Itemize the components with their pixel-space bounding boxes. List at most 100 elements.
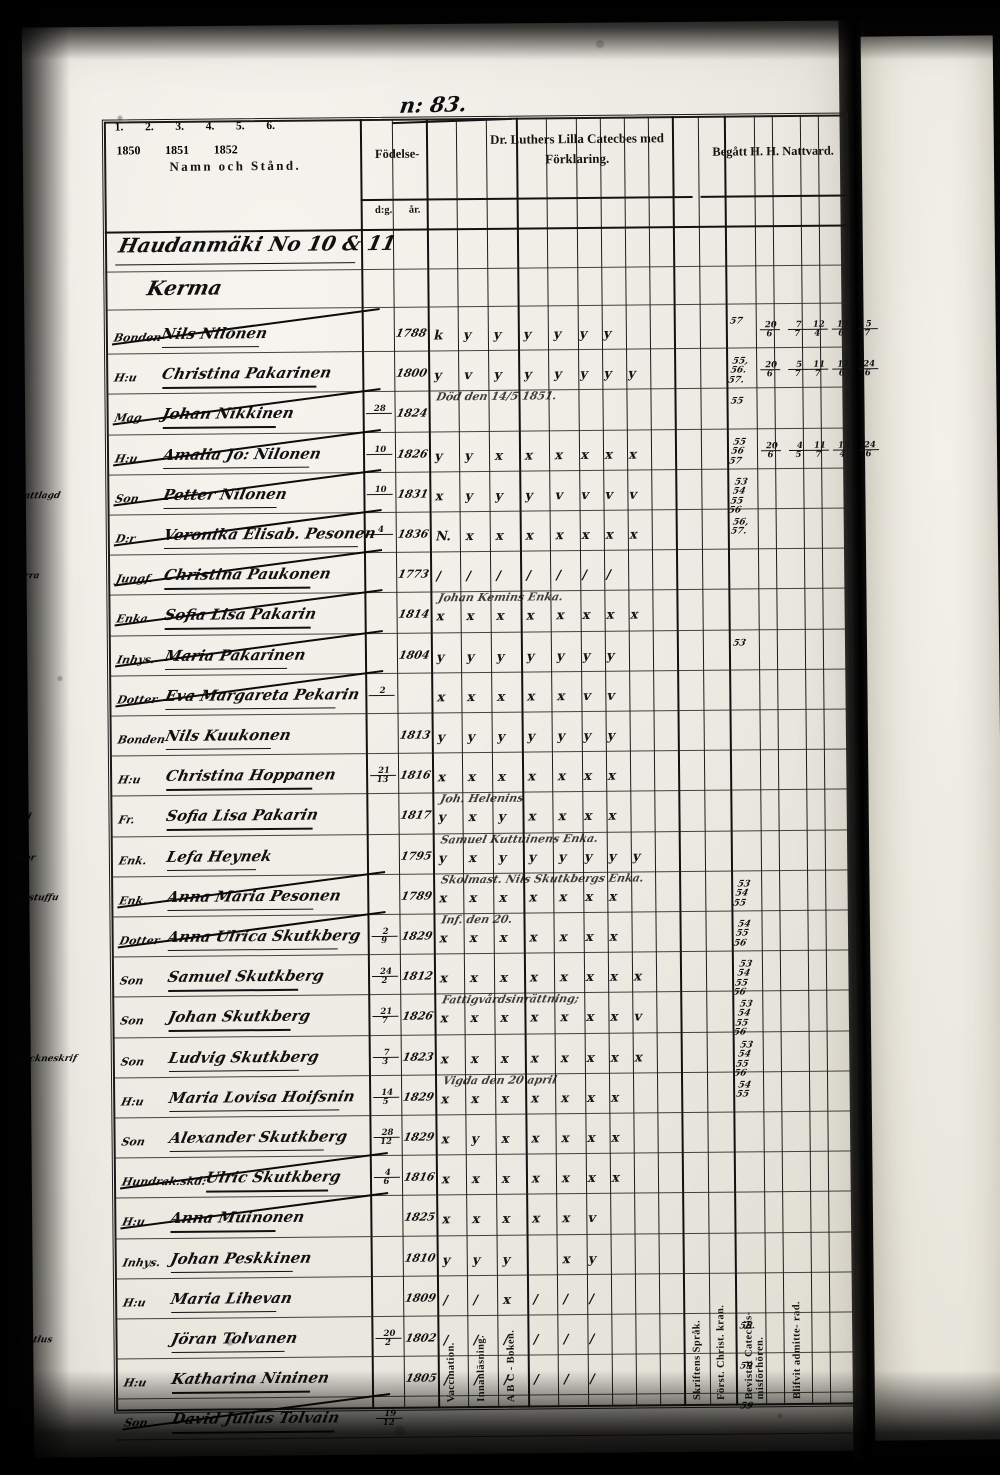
interline-annotation: Död den 14/5 1851. (435, 389, 559, 404)
examination-years-note: 59 (738, 1361, 754, 1372)
birth-year: 1825 (402, 1210, 437, 1225)
interline-annotation: Vigda den 20 april (441, 1073, 558, 1088)
birth-year: 1826 (400, 1009, 435, 1024)
communion-date-fraction: 24 6 (858, 440, 881, 459)
birth-year: 1804 (397, 648, 432, 662)
header-birth-sub: d:g. år. (367, 204, 429, 216)
birth-day-fraction: 10 (366, 485, 395, 495)
catechism-check-mark: N. (434, 529, 453, 545)
birth-year: 1802 (404, 1331, 438, 1345)
birth-year: 1831 (395, 487, 430, 501)
margin-note: mor (13, 852, 37, 864)
header-bevistat-catechismisforhoren: Bevistat Catechis- misförhören. (743, 1311, 767, 1400)
interline-annotation: Inf. den 20. (440, 912, 514, 927)
village-heading: Kerma (144, 275, 225, 301)
birth-year: 1812 (400, 969, 435, 983)
farm-heading: Haudanmäki No 10 & 11 (116, 230, 399, 258)
birth-year: 1813 (398, 728, 432, 742)
birth-year: 1789 (399, 889, 434, 903)
row-name: Katharina Nininen (169, 1368, 332, 1389)
row-name: Jöran Tolvanen (169, 1328, 300, 1349)
communion-date-fraction: 20 6 (760, 441, 783, 460)
birth-year: 1829 (402, 1130, 436, 1144)
birth-year: 1824 (395, 406, 429, 421)
birth-day-fraction: 14 5 (372, 1088, 401, 1107)
row-name: Christina Pakarinen (160, 363, 334, 384)
communion-date-fraction: 12 4 (806, 320, 830, 339)
row-status: H:u (112, 371, 139, 385)
communion-date-fraction: 24 6 (857, 359, 880, 379)
row-name: Nils Nilonen (159, 324, 270, 344)
header-blifvit-admitterad: Blifvit admitte- rad. (791, 1301, 804, 1400)
birth-year: 1829 (400, 929, 434, 943)
communion-date-fraction: 20 6 (759, 360, 782, 379)
birth-year: 1816 (398, 768, 433, 782)
row-name: Ulric Skutkberg (204, 1167, 343, 1187)
row-name: Petter Nilonen (161, 484, 289, 504)
row-name: Maria Lihevan (169, 1288, 295, 1308)
birth-day-fraction: 21 13 (369, 766, 398, 785)
row-status: Fr. (117, 813, 137, 827)
row-name: Maria Lovisa Hoifsnin (167, 1087, 357, 1107)
birth-day-fraction: 2 (368, 686, 397, 696)
communion-date-fraction: 20 6 (758, 320, 782, 339)
interline-annotation: Joh. Helenins (438, 791, 525, 806)
row-status: Enk. (117, 853, 149, 868)
row-status: Son (119, 1014, 146, 1028)
margin-note: Vid (13, 812, 33, 823)
row-name: Maria Pakarinen (162, 645, 308, 665)
birth-day-fraction: 19 12 (375, 1409, 404, 1428)
row-name: Samuel Skutkberg (166, 966, 326, 987)
birth-year: 1817 (399, 808, 433, 823)
examination-years-note: 54 55 (735, 1080, 752, 1100)
row-status: Bonden (116, 733, 167, 747)
examination-years-note: 57 (728, 316, 744, 327)
interline-annotation: Samuel Kuttuinens Enka. (439, 831, 600, 846)
record-table: Namn och Stånd. Födelse- d:g. år. Vaccin… (10, 114, 881, 1441)
birth-year: 1829 (401, 1090, 436, 1104)
row-name: Ludvig Skutkberg (166, 1047, 321, 1067)
header-birth: Födelse- (374, 146, 420, 161)
birth-day-fraction: 4 (367, 525, 395, 536)
birth-year: 1816 (402, 1170, 437, 1184)
birth-day-fraction: 20 2 (374, 1329, 403, 1348)
right-page-paper (860, 35, 1000, 1441)
row-name: Nils Kuukonen (163, 725, 293, 746)
row-name: Sofia Lisa Pakarin (164, 805, 321, 826)
examination-years-note: 58. (738, 1321, 757, 1332)
margin-note: Gatlus (18, 1335, 54, 1346)
communion-date-fraction: 15 4 (832, 440, 855, 459)
interline-annotation: Johan Kemins Enka. (436, 590, 565, 605)
birth-year: 1805 (404, 1371, 438, 1385)
row-name: Johan Skutkberg (166, 1007, 313, 1027)
examination-years-note: 56, 57. (729, 517, 750, 538)
row-status: Son (119, 1054, 146, 1069)
margin-note: Förra (11, 571, 41, 582)
row-name: Alexander Skutkberg (167, 1127, 350, 1148)
row-status: H:u (122, 1376, 148, 1390)
margin-note: Sockneskrif (15, 1053, 78, 1065)
row-status: H:u (121, 1296, 148, 1310)
header-vaccination: Vaccination. (445, 1342, 458, 1403)
header-name-and-status: Namn och Stånd. (169, 157, 302, 174)
interline-annotation: Fattigvårdsinrättning; (440, 992, 581, 1007)
header-skriftens-sprak: Skriftens Språk. (691, 1319, 704, 1401)
header-birth-year: år. (408, 204, 421, 216)
birth-year: 1795 (399, 849, 433, 863)
birth-day-fraction: 28 12 (372, 1128, 402, 1147)
birth-year: 1773 (396, 567, 431, 581)
birth-day-fraction: 21 7 (371, 1007, 400, 1026)
birth-day-fraction: 24 2 (371, 967, 400, 986)
examination-years-note: 59 (739, 1401, 754, 1412)
birth-year: 1809 (403, 1291, 438, 1305)
row-status: H:u (116, 773, 143, 787)
header-communion-title: Begått H. H. Nattvard. (712, 143, 834, 159)
birth-day-fraction: 28 (365, 404, 394, 415)
row-status: Son (118, 974, 145, 988)
examination-years-note: 55 (729, 396, 745, 407)
communion-date-fraction: 19 6 (830, 319, 854, 339)
